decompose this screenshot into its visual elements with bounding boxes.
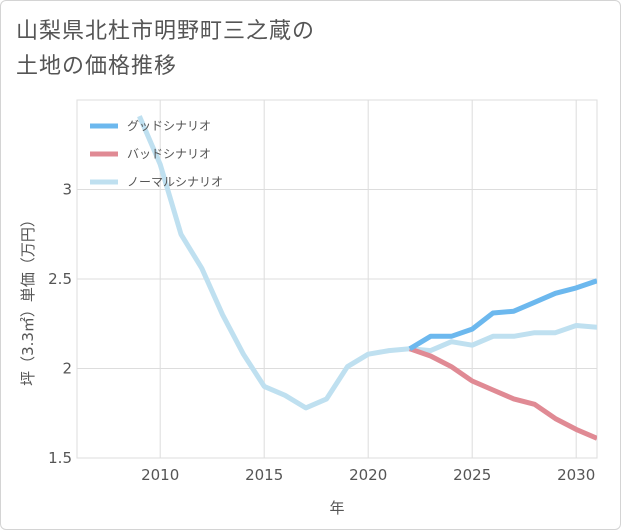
x-tick-label: 2010: [141, 466, 179, 484]
x-tick-label: 2015: [245, 466, 283, 484]
legend-label: グッドシナリオ: [127, 119, 211, 133]
series-line-1: [408, 346, 597, 441]
legend-label: ノーマルシナリオ: [127, 175, 223, 189]
chart-title: 山梨県北杜市明野町三之蔵の 土地の価格推移: [16, 14, 576, 84]
y-tick-label: 2: [62, 360, 72, 378]
y-tick-label: 3: [62, 181, 72, 199]
series-lines: [137, 115, 597, 441]
x-axis-ticks: 2010 2015 2020 2025 2030: [141, 466, 595, 484]
x-axis-label: 年: [329, 499, 344, 517]
chart-title-line2: 土地の価格推移: [16, 54, 178, 79]
y-tick-label: 1.5: [48, 449, 72, 467]
x-tick-label: 2030: [557, 466, 595, 484]
x-tick-label: 2025: [453, 466, 491, 484]
series-line-2: [137, 115, 597, 411]
grid-lines: [76, 99, 598, 459]
series-line-0: [408, 278, 597, 351]
y-axis-label: 坪（3.3㎡）単価（万円）: [19, 212, 37, 386]
x-tick-label: 2020: [349, 466, 387, 484]
y-tick-label: 2.5: [48, 270, 72, 288]
chart-title-line1: 山梨県北杜市明野町三之蔵の: [16, 19, 316, 44]
legend-label: バッドシナリオ: [127, 147, 211, 161]
y-axis-ticks: 1.5 2 2.5 3: [48, 181, 72, 468]
